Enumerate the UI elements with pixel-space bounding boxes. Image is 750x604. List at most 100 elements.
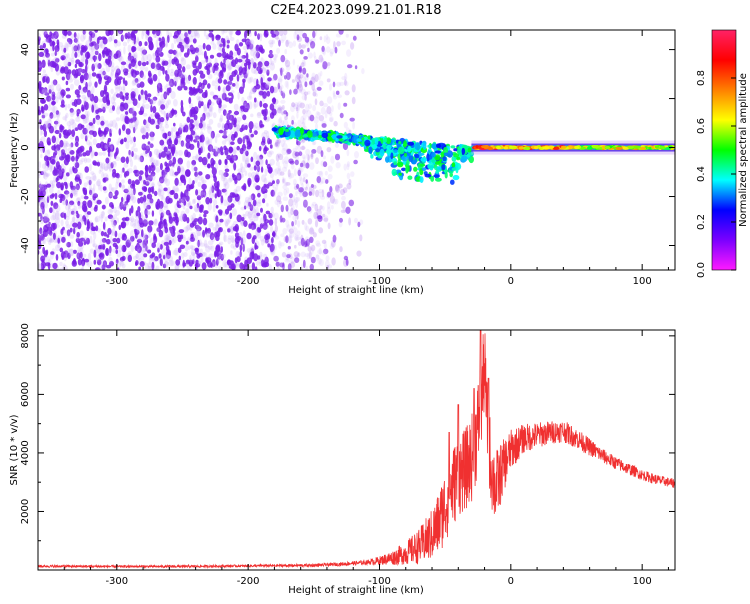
spectrogram-noise-speck [116,105,121,111]
spectrogram-noise-speck [298,83,303,92]
spectrogram-noise-speck [55,254,59,261]
spectrogram-noise-speck [140,240,145,249]
spectrogram-noise-speck [60,219,64,227]
spectrogram-noise-speck [200,204,204,210]
spectrogram-noise-speck [83,72,89,81]
spectrogram-transition-blob [435,170,440,174]
spectrogram-noise-speck [274,218,278,227]
spectrogram-noise-speck [78,67,84,74]
spectrogram-noise-speck [272,30,279,35]
spectrogram-noise-speck [266,90,271,97]
spectrogram-noise-speck [67,147,73,152]
spectrogram-noise-speck [50,222,56,232]
spectrogram-transition-blob [468,152,474,156]
spectrogram-noise-speck [175,49,178,58]
spectrogram-noise-speck [282,184,288,190]
spectrogram-noise-speck [71,52,75,60]
spectrogram-noise-speck [76,249,80,259]
spectrogram-noise-speck [162,248,167,257]
spectrogram-noise-speck [293,209,299,217]
spectrogram-noise-speck [108,247,112,256]
spectrogram-noise-speck [48,89,52,94]
spectrogram-noise-speck [105,174,109,183]
spectrogram-noise-speck [70,155,75,162]
spectrogram-noise-speck [222,104,227,109]
spectrogram-noise-speck [118,30,122,34]
spectrogram-noise-speck [202,229,206,238]
spectrogram-noise-speck [121,179,125,184]
spectrogram-noise-speck [222,253,226,259]
spectrogram-noise-speck [350,42,355,50]
carrier-segment [553,146,560,150]
spectrogram-noise-speck [75,179,80,185]
spectrogram-noise-speck [141,74,146,80]
spectrogram-noise-speck [254,50,259,58]
spectrogram-noise-speck [345,33,349,38]
spectrogram-noise-speck [267,77,272,82]
spectrogram-noise-speck [318,115,325,122]
spectrogram-noise-speck [57,237,60,244]
spectrogram-noise-speck [157,46,162,55]
spectrogram-noise-speck [109,151,114,158]
spectrogram-noise-speck [171,42,174,50]
spectrogram-noise-speck [301,154,307,159]
spectrogram-noise-speck [111,187,117,193]
spectrogram-noise-speck [144,41,148,46]
spectrogram-noise-speck [304,36,310,43]
spectrogram-noise-speck [66,38,72,43]
spectrogram-noise-speck [179,39,184,43]
spectrogram-noise-speck [251,224,255,231]
spectrogram-noise-speck [46,95,52,102]
carrier-segment [601,145,606,149]
spectrogram-noise-speck [234,81,239,89]
spectrogram-noise-speck [78,43,82,52]
spectrogram-noise-speck [186,116,191,123]
spectrogram-noise-speck [301,144,305,151]
spectrogram-noise-speck [189,119,194,124]
spectrogram-noise-speck [259,251,263,258]
spectrogram-noise-speck [262,222,268,230]
spectrogram-noise-speck [144,181,150,186]
spectrogram-noise-speck [140,46,146,55]
spectrogram-noise-speck [165,250,171,259]
spectrogram-noise-speck [69,109,75,118]
spectrogram-noise-speck [42,42,47,49]
spectrogram-noise-speck [227,237,232,245]
spectrogram-noise-speck [141,244,146,252]
spectrogram-noise-speck [244,159,250,165]
spectrogram-transition-blob [405,165,409,174]
spectrogram-noise-speck [101,103,107,111]
spectrogram-noise-speck [69,118,75,126]
spectrogram-noise-speck [61,76,65,81]
spectrogram-noise-speck [173,235,177,244]
spectrogram-noise-speck [159,117,165,123]
spectrogram-noise-speck [183,200,187,206]
spectrogram-noise-speck [82,127,88,135]
spectrogram-noise-speck [145,244,148,252]
spectrogram-noise-speck [84,217,87,226]
spectrogram-noise-speck [74,127,79,131]
spectrogram-noise-speck [287,263,292,270]
spectrogram-noise-speck [103,261,107,270]
spectrogram-noise-speck [65,142,70,147]
spectrogram-noise-speck [94,30,99,33]
spectrogram-noise-speck [274,235,280,240]
spectrogram-noise-speck [332,81,336,88]
spectrogram-noise-speck [242,45,248,51]
spectrogram-noise-speck [87,89,91,98]
spectrogram-transition-blob [446,150,453,158]
spectrogram-noise-speck [337,94,343,99]
spectrogram-noise-speck [121,263,126,269]
spectrogram-noise-speck [86,211,92,215]
spectrogram-noise-speck [115,86,120,92]
spectrogram-noise-speck [107,30,112,35]
spectrogram-noise-speck [316,86,322,91]
spectrogram-noise-speck [47,149,51,155]
spectrogram-noise-speck [273,186,277,195]
spectrogram-noise-speck [168,227,174,236]
spectrogram-noise-speck [269,58,273,66]
spectrogram-noise-speck [107,36,113,43]
spectrogram-noise-speck [273,57,277,63]
spectrogram-noise-speck [212,95,219,100]
spectrogram-noise-speck [260,207,263,213]
